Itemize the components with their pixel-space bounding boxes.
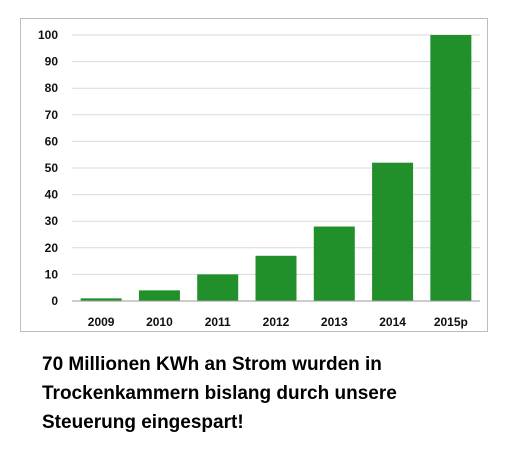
- bars: [80, 35, 472, 301]
- y-tick-label: 10: [45, 267, 59, 281]
- y-tick-label: 70: [45, 108, 59, 122]
- x-tick-label: 2009: [88, 315, 115, 329]
- gridlines: [72, 34, 480, 275]
- bar-2009: [80, 298, 122, 301]
- x-tick-label: 2010: [146, 315, 173, 329]
- x-tick-label: 2013: [321, 315, 348, 329]
- x-tick-label: 2011: [205, 315, 231, 329]
- bar-2012: [255, 255, 297, 301]
- caption-text: 70 Millionen KWh an Strom wurden in Troc…: [42, 354, 397, 433]
- x-tick-label: 2014: [379, 315, 406, 329]
- x-axis-ticks: 2009 2010 2011 2012 2013 2014 2015p: [88, 315, 468, 329]
- x-tick-label: 2012: [263, 315, 290, 329]
- y-tick-label: 20: [45, 241, 59, 255]
- bar-2013: [313, 226, 355, 301]
- bar-2011: [197, 274, 239, 301]
- y-axis-ticks: 0 10 20 30 40 50 60 70 80 90 100: [38, 28, 58, 308]
- y-tick-label: 50: [45, 161, 59, 175]
- y-tick-label: 0: [51, 294, 58, 308]
- bar-2010: [138, 290, 180, 301]
- bar-2014: [372, 162, 414, 301]
- y-tick-label: 30: [45, 214, 59, 228]
- y-tick-label: 60: [45, 134, 59, 148]
- y-tick-label: 40: [45, 188, 59, 202]
- bar-2015p: [430, 35, 472, 301]
- y-tick-label: 90: [45, 55, 59, 69]
- y-tick-label: 80: [45, 81, 59, 95]
- y-tick-label: 100: [38, 28, 58, 42]
- x-tick-label: 2015p: [434, 315, 468, 329]
